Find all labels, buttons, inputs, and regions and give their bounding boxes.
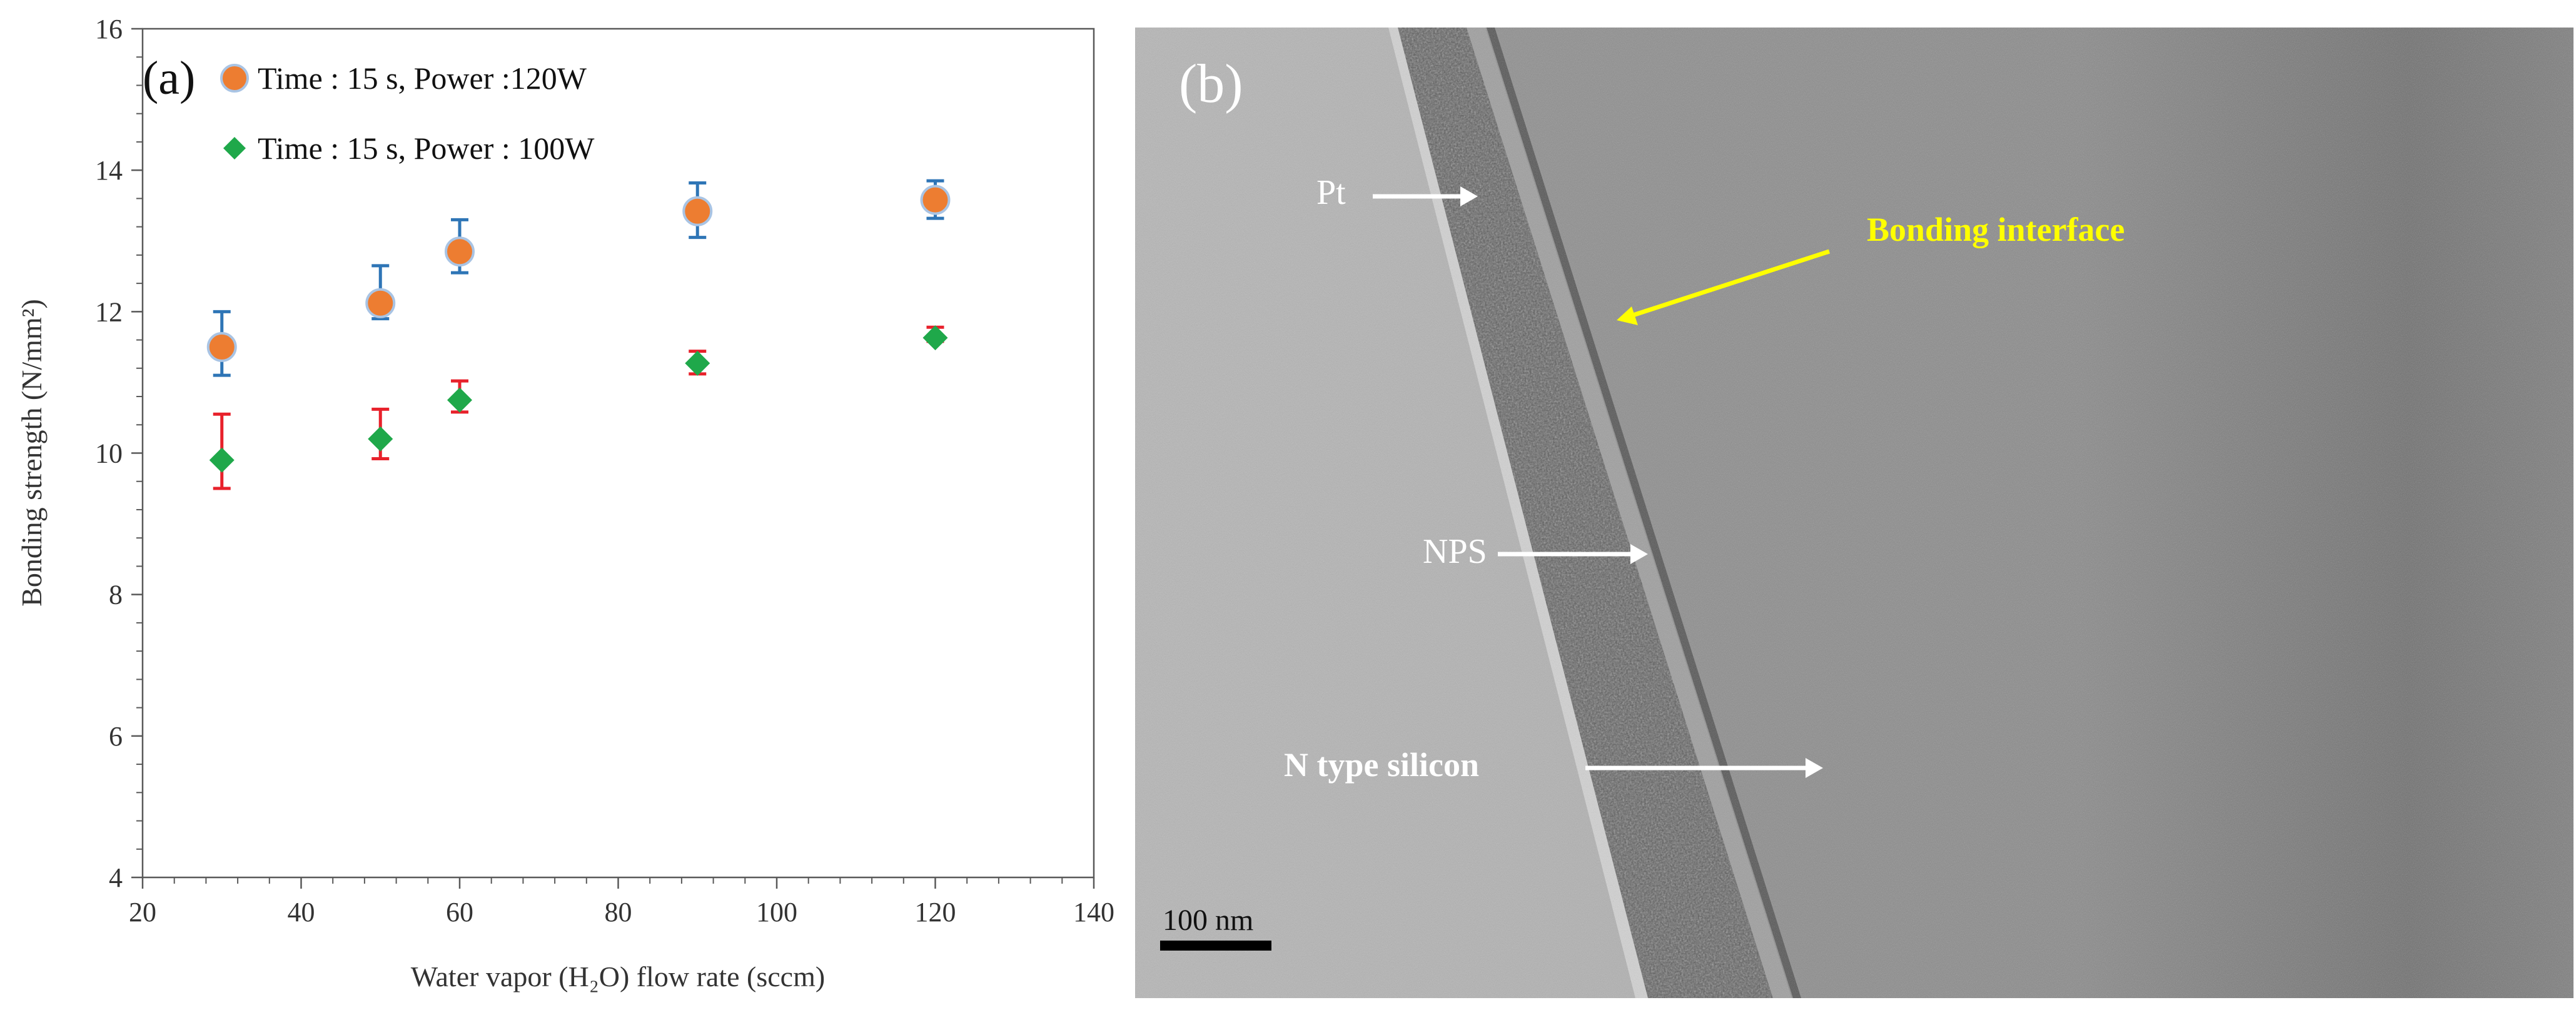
data-point-100w: [922, 325, 948, 351]
micrograph-image: [1135, 28, 2573, 998]
data-point-120w: [445, 236, 475, 267]
legend-entry: Time : 15 s, Power :120W: [258, 61, 587, 96]
bonding-interface-arrow: [1628, 249, 1831, 319]
legend-marker-100w: [223, 137, 246, 159]
data-point-120w: [920, 184, 951, 215]
x-tick-label: 20: [129, 897, 156, 927]
data-point-100w: [685, 350, 710, 376]
micrograph-panel: (b) Pt Bonding interface NPS N type sili…: [1135, 28, 2573, 998]
y-tick-label: 10: [95, 438, 123, 469]
data-point-100w: [368, 426, 393, 452]
data-point-120w: [365, 288, 396, 318]
chart-canvas: 20 40 60 80 100 120 140 4 6 8 10 12 14 16 Time : 15 s…: [16, 14, 1114, 992]
y-tick-label: 8: [109, 580, 123, 610]
data-point-120w: [206, 331, 237, 362]
data-point-120w: [682, 196, 713, 226]
scale-bar: [1160, 941, 1271, 951]
scale-bar-label: 100 nm: [1163, 904, 1254, 937]
nps-label: NPS: [1423, 532, 1487, 571]
data-point-100w: [209, 447, 235, 473]
micrograph-panel-label: (b): [1179, 54, 1243, 114]
x-tick-label: 80: [605, 897, 632, 927]
data-point-100w: [447, 387, 472, 413]
x-tick-label: 120: [915, 897, 956, 927]
y-tick-label: 16: [95, 14, 123, 44]
pt-label: Pt: [1316, 173, 1346, 212]
legend-marker-120w: [220, 64, 249, 93]
y-tick-label: 6: [109, 721, 123, 752]
x-tick-label: 40: [288, 897, 315, 927]
x-tick-label: 140: [1073, 897, 1114, 927]
y-tick-label: 4: [109, 862, 123, 893]
bonding-interface-label: Bonding interface: [1867, 211, 2125, 248]
y-tick-label: 12: [95, 296, 123, 327]
x-tick-label: 100: [756, 897, 797, 927]
y-axis-title: Bonding strength (N/mm²): [16, 299, 48, 607]
x-axis-title: Water vapor (H₂O) flow rate (sccm): [411, 961, 825, 992]
y-tick-label: 14: [95, 155, 123, 186]
bonding-strength-chart: 20 40 60 80 100 120 140 4 6 8 10 12 14 16 Time : 15 s…: [0, 0, 1126, 1010]
legend-entry: Time : 15 s, Power : 100W: [258, 131, 595, 166]
chart-panel-label: (a): [143, 52, 195, 104]
x-tick-label: 60: [446, 897, 473, 927]
n-type-silicon-label: N type silicon: [1284, 746, 1480, 784]
